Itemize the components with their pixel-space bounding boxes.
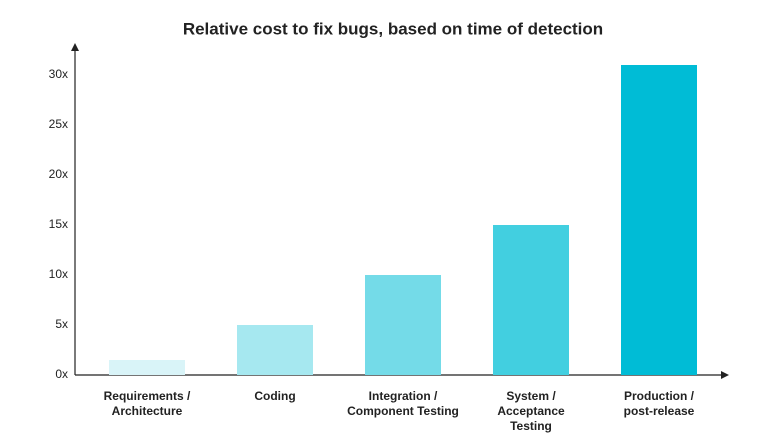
x-tick-label: Integration / Component Testing <box>347 389 459 418</box>
x-tick-label: Production / post-release <box>623 389 695 418</box>
y-tick-label: 0x <box>55 367 68 381</box>
x-tick-label: System / Acceptance Testing <box>497 389 565 433</box>
y-tick-label: 5x <box>55 317 68 331</box>
bar <box>365 275 441 375</box>
bar <box>109 360 185 375</box>
bar <box>237 325 313 375</box>
x-tick-label: Requirements / Architecture <box>103 389 191 418</box>
chart-title: Relative cost to fix bugs, based on time… <box>183 19 603 38</box>
bar <box>493 225 569 375</box>
y-tick-label: 30x <box>49 67 68 81</box>
y-tick-label: 20x <box>49 167 68 181</box>
y-tick-label: 10x <box>49 267 68 281</box>
y-tick-label: 25x <box>49 117 68 131</box>
y-tick-label: 15x <box>49 217 68 231</box>
bar <box>621 65 697 375</box>
x-tick-label: Coding <box>254 389 296 403</box>
